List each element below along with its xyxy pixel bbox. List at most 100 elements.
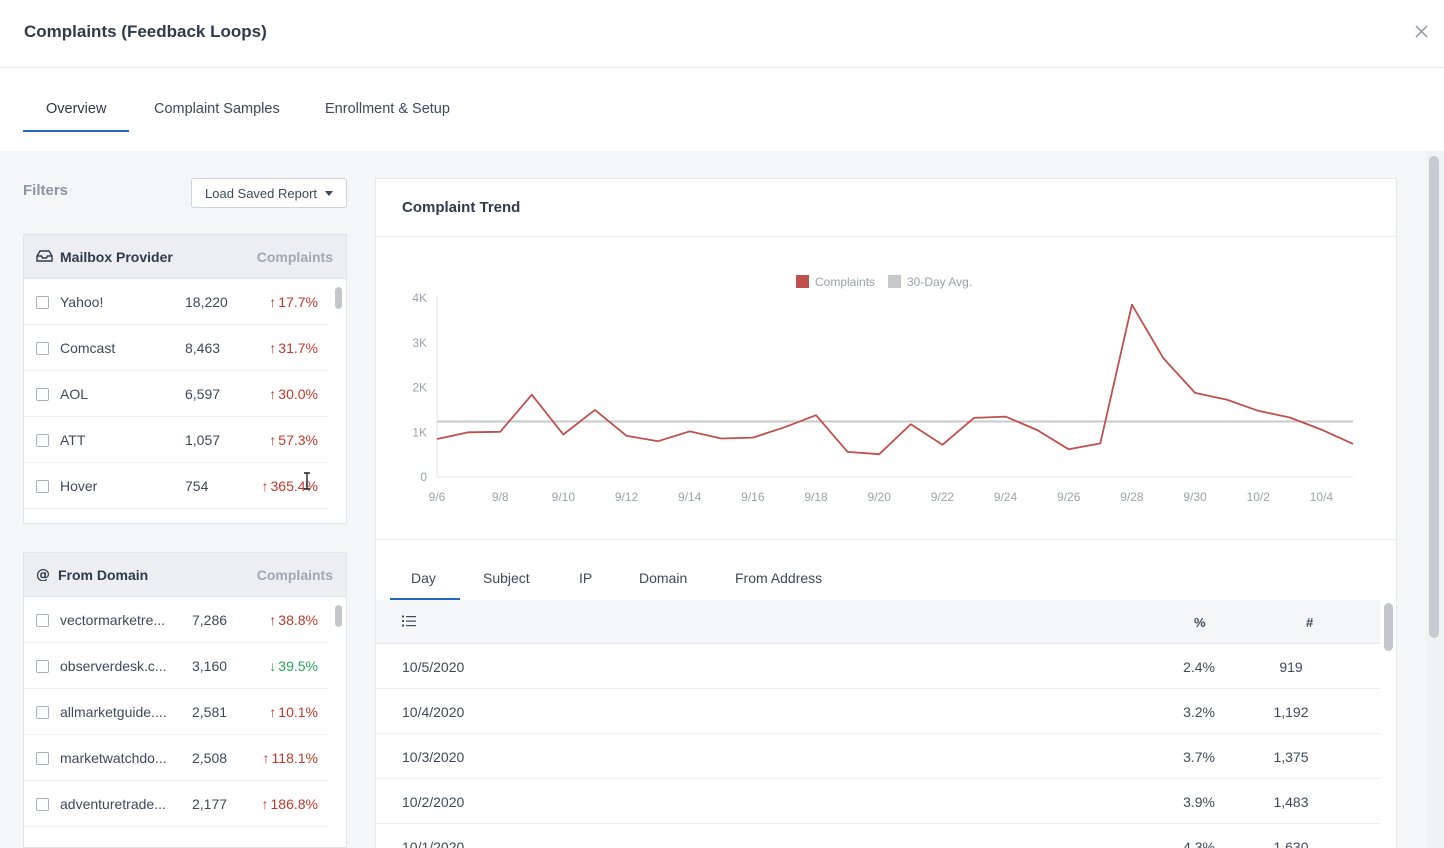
x-tick-label: 9/16 [741, 490, 765, 504]
at-icon: @ [36, 567, 50, 581]
row-checkbox[interactable] [36, 660, 49, 673]
from-domain-filter: @ From Domain Complaints vectormarketre.… [23, 552, 347, 848]
table-scrollbar-thumb[interactable] [1384, 603, 1393, 651]
row-count: 1,483 [1273, 794, 1309, 810]
row-percent: 2.4% [1183, 659, 1215, 675]
row-date: 10/3/2020 [402, 749, 465, 765]
row-checkbox[interactable] [36, 706, 49, 719]
row-count: 1,375 [1273, 749, 1309, 765]
row-checkbox[interactable] [36, 388, 49, 401]
legend-swatch [796, 275, 809, 288]
row-checkbox[interactable] [36, 614, 49, 627]
table-row[interactable]: 10/2/2020 3.9% 1,483 [376, 779, 1380, 824]
tab-complaint-samples[interactable]: Complaint Samples [154, 101, 280, 117]
filters-title: Filters [23, 182, 69, 199]
x-tick-label: 10/2 [1247, 490, 1271, 504]
y-tick-label: 2K [412, 381, 427, 395]
filter-header-column: Complaints [256, 567, 333, 583]
table-header: % # [376, 600, 1380, 644]
filter-row[interactable]: ATT 1,057 ↑ 57.3% [24, 417, 328, 463]
list-icon[interactable] [402, 615, 416, 627]
row-change: ↑ 31.7% [269, 340, 318, 356]
filter-header-column: Complaints [256, 249, 333, 265]
load-saved-report-dropdown[interactable]: Load Saved Report [191, 178, 347, 208]
row-checkbox[interactable] [36, 752, 49, 765]
complaints-series-line [436, 303, 1354, 456]
tab-ip[interactable]: IP [579, 570, 593, 586]
filter-row[interactable]: marketwatchdo... 2,508 ↑ 118.1% [24, 735, 328, 781]
close-icon[interactable] [1410, 20, 1434, 44]
trend-title: Complaint Trend [402, 199, 521, 216]
row-checkbox[interactable] [36, 342, 49, 355]
row-count: 754 [185, 478, 209, 494]
x-tick-label: 9/20 [868, 490, 892, 504]
row-name: Yahoo! [60, 294, 104, 310]
table-row[interactable]: 10/3/2020 3.7% 1,375 [376, 734, 1380, 779]
tab-domain[interactable]: Domain [639, 570, 688, 586]
filter-row[interactable]: Yahoo! 18,220 ↑ 17.7% [24, 279, 328, 325]
column-header-percent[interactable]: % [1194, 615, 1206, 630]
column-header-count[interactable]: # [1306, 615, 1314, 630]
row-count: 2,177 [192, 796, 228, 812]
row-name: Comcast [60, 340, 116, 356]
content-area: Filters Load Saved Report Mailbox Provid… [0, 151, 1426, 848]
tab-day[interactable]: Day [411, 570, 436, 586]
filter-row[interactable]: Hover 754 ↑ 365.4% [24, 463, 328, 509]
filter-row[interactable]: allmarketguide.... 2,581 ↑ 10.1% [24, 689, 328, 735]
row-name: marketwatchdo... [60, 750, 167, 766]
row-checkbox[interactable] [36, 798, 49, 811]
y-tick-label: 4K [412, 291, 427, 305]
row-checkbox[interactable] [36, 296, 49, 309]
row-name: vectormarketre... [60, 612, 166, 628]
arrow-up-icon: ↑ [269, 340, 277, 356]
caret-down-icon [325, 191, 333, 196]
page-scrollbar-thumb[interactable] [1429, 156, 1439, 638]
filter-header-title: Mailbox Provider [60, 249, 173, 265]
from-domain-list: vectormarketre... 7,286 ↑ 38.8% observerdesk… [24, 597, 346, 827]
filter-row[interactable]: observerdesk.c... 3,160 ↓ 39.5% [24, 643, 328, 689]
table-row[interactable]: 10/4/2020 3.2% 1,192 [376, 689, 1380, 734]
scrollbar-thumb[interactable] [335, 605, 342, 627]
row-change: ↑ 38.8% [269, 612, 318, 628]
tab-enrollment-setup[interactable]: Enrollment & Setup [325, 101, 450, 117]
row-count: 8,463 [185, 340, 221, 356]
row-count: 1,192 [1273, 704, 1309, 720]
x-tick-label: 9/30 [1183, 490, 1207, 504]
row-count: 1,630 [1273, 839, 1309, 848]
row-date: 10/1/2020 [402, 839, 465, 848]
tab-overview[interactable]: Overview [46, 101, 107, 117]
breakdown-table: % # 10/5/2020 2.4% 919 10/4/2020 3.2% 1,192 10… [376, 600, 1380, 848]
chart-svg: 0 1K 2K 3K 4K 9/6 9/8 9/10 9/12 9/14 9/16 9/18 9/20 9… [412, 275, 1354, 504]
tab-from-address[interactable]: From Address [735, 570, 823, 586]
x-tick-label: 9/14 [678, 490, 702, 504]
modal-title: Complaints (Feedback Loops) [24, 22, 267, 41]
row-checkbox[interactable] [36, 434, 49, 447]
svg-text:@: @ [36, 567, 50, 581]
row-percent: 3.7% [1183, 749, 1215, 765]
table-row[interactable]: 10/1/2020 4.3% 1,630 [376, 824, 1380, 848]
filter-row[interactable]: Comcast 8,463 ↑ 31.7% [24, 325, 328, 371]
filter-row[interactable]: adventuretrade... 2,177 ↑ 186.8% [24, 781, 328, 827]
row-percent: 3.2% [1183, 704, 1215, 720]
row-count: 1,057 [185, 432, 221, 448]
row-change-value: 365.4% [270, 478, 318, 494]
tab-subject[interactable]: Subject [483, 570, 530, 586]
table-row[interactable]: 10/5/2020 2.4% 919 [376, 644, 1380, 689]
arrow-up-icon: ↑ [261, 796, 269, 812]
row-count: 6,597 [185, 386, 221, 402]
filter-row[interactable]: AOL 6,597 ↑ 30.0% [24, 371, 328, 417]
row-name: Hover [60, 478, 98, 494]
row-count: 2,581 [192, 704, 228, 720]
x-tick-label: 9/18 [804, 490, 828, 504]
filter-row[interactable]: vectormarketre... 7,286 ↑ 38.8% [24, 597, 328, 643]
row-change: ↑ 10.1% [269, 704, 318, 720]
row-checkbox[interactable] [36, 480, 49, 493]
row-change: ↑ 57.3% [269, 432, 318, 448]
row-change-value: 186.8% [270, 796, 318, 812]
scrollbar-thumb[interactable] [335, 287, 342, 309]
close-button[interactable] [1410, 20, 1434, 44]
x-tick-label: 9/24 [994, 490, 1018, 504]
x-tick-label: 9/12 [615, 490, 639, 504]
row-change-value: 39.5% [278, 658, 318, 674]
filter-header: @ From Domain Complaints [24, 553, 346, 597]
